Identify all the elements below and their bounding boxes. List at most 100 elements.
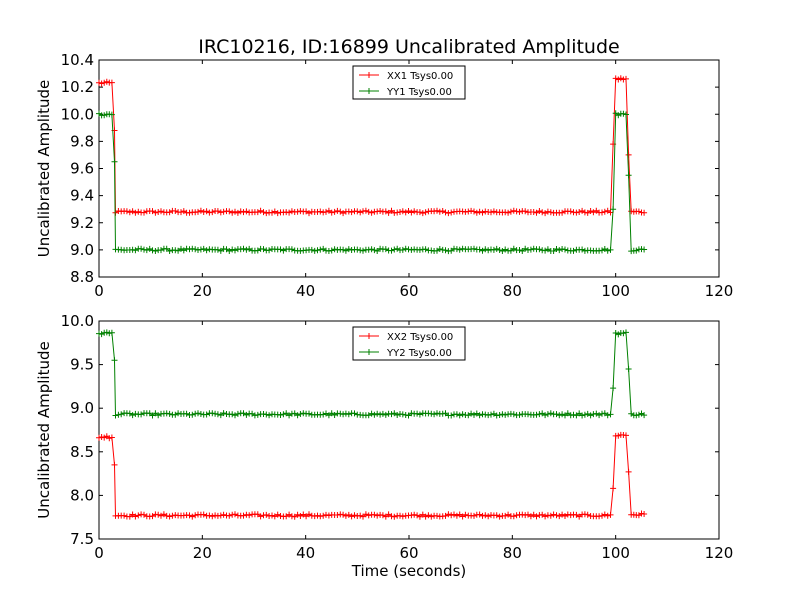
data-point-marker — [542, 513, 549, 520]
data-point-marker — [625, 151, 632, 158]
y-tick-label: 9.0 — [70, 399, 94, 417]
data-point-marker — [200, 511, 207, 518]
data-point-marker — [633, 412, 640, 419]
data-point-marker — [101, 434, 108, 441]
data-point-marker — [129, 412, 136, 419]
data-point-marker — [562, 246, 568, 253]
data-point-marker — [377, 208, 384, 214]
data-point-marker — [269, 512, 275, 519]
data-point-marker — [306, 210, 312, 217]
data-point-marker — [277, 412, 284, 418]
x-tick-label: 120 — [705, 544, 734, 562]
data-point-marker — [175, 410, 182, 417]
data-point-marker — [101, 79, 108, 86]
data-point-marker — [377, 411, 384, 418]
data-point-marker — [559, 511, 566, 518]
data-point-marker — [118, 411, 125, 418]
data-point-marker — [625, 366, 632, 372]
data-point-marker — [328, 209, 335, 216]
data-point-marker — [493, 245, 500, 252]
data-point-marker — [411, 208, 418, 215]
data-point-marker — [192, 410, 199, 417]
data-point-marker — [399, 411, 406, 418]
data-point-marker — [522, 245, 529, 252]
data-point-marker — [620, 76, 627, 83]
data-point-marker — [126, 209, 133, 216]
data-point-marker — [320, 411, 327, 418]
data-point-marker — [232, 247, 238, 254]
data-point-marker — [453, 411, 460, 418]
data-point-marker — [357, 512, 364, 519]
data-point-marker — [471, 512, 477, 519]
data-point-marker — [357, 209, 364, 216]
data-point-marker — [502, 411, 509, 418]
data-point-marker — [325, 512, 332, 519]
data-point-marker — [579, 246, 586, 253]
data-point-marker — [197, 411, 204, 417]
data-point-marker — [135, 208, 142, 215]
data-point-marker — [547, 512, 554, 519]
data-point-marker — [317, 246, 324, 253]
data-point-marker — [533, 411, 540, 418]
y-tick-label: 10.2 — [61, 78, 94, 96]
data-point-marker — [476, 412, 483, 419]
data-point-marker — [556, 247, 563, 254]
data-point-marker — [294, 208, 301, 215]
data-point-marker — [354, 208, 361, 215]
data-point-marker — [408, 512, 415, 519]
x-tick-label: 100 — [601, 282, 630, 300]
data-point-marker — [368, 209, 375, 216]
legend-entry: YY1 Tsys0.00 — [386, 87, 452, 98]
data-point-marker — [362, 511, 369, 518]
y-tick-label: 9.5 — [70, 356, 94, 374]
data-point-marker — [206, 512, 213, 519]
data-point-marker — [471, 208, 477, 215]
data-point-marker — [442, 209, 449, 216]
data-point-marker — [587, 412, 594, 419]
data-point-marker — [274, 511, 281, 518]
data-point-marker — [436, 246, 443, 252]
data-point-marker — [345, 246, 352, 253]
data-point-marker — [172, 208, 179, 214]
data-point-marker — [98, 331, 105, 338]
series-1 — [96, 431, 648, 520]
data-point-marker — [269, 209, 275, 216]
data-point-marker — [542, 247, 549, 254]
data-point-marker — [382, 411, 389, 418]
data-point-marker — [422, 246, 429, 253]
data-point-marker — [623, 111, 629, 118]
data-point-marker — [345, 208, 352, 215]
data-point-marker — [510, 207, 517, 214]
series-2 — [96, 110, 648, 255]
data-point-marker — [641, 412, 648, 419]
data-point-marker — [263, 511, 270, 518]
data-point-marker — [476, 246, 483, 253]
y-tick-label: 8.5 — [70, 443, 94, 461]
data-point-marker — [516, 411, 523, 418]
data-point-marker — [493, 512, 500, 519]
data-point-marker — [625, 172, 632, 179]
data-point-marker — [570, 247, 577, 254]
data-point-marker — [232, 208, 238, 215]
data-point-marker — [334, 512, 341, 518]
data-point-marker — [229, 411, 236, 418]
data-point-marker — [226, 208, 233, 215]
x-tick-label: 0 — [94, 282, 104, 300]
data-point-marker — [192, 246, 199, 253]
data-point-marker — [436, 208, 443, 215]
data-point-marker — [186, 512, 193, 519]
data-point-marker — [323, 208, 329, 215]
data-point-marker — [108, 79, 115, 86]
y-tick-label: 9.4 — [70, 187, 94, 205]
data-point-marker — [220, 410, 227, 417]
data-point-marker — [266, 247, 273, 254]
data-point-marker — [414, 512, 421, 519]
data-point-marker — [254, 411, 261, 418]
data-point-marker — [422, 513, 429, 520]
data-point-marker — [112, 412, 119, 419]
data-point-marker — [471, 245, 477, 252]
data-point-marker — [166, 248, 173, 254]
data-point-marker — [485, 247, 492, 254]
data-point-marker — [394, 412, 401, 418]
data-point-marker — [570, 411, 577, 418]
